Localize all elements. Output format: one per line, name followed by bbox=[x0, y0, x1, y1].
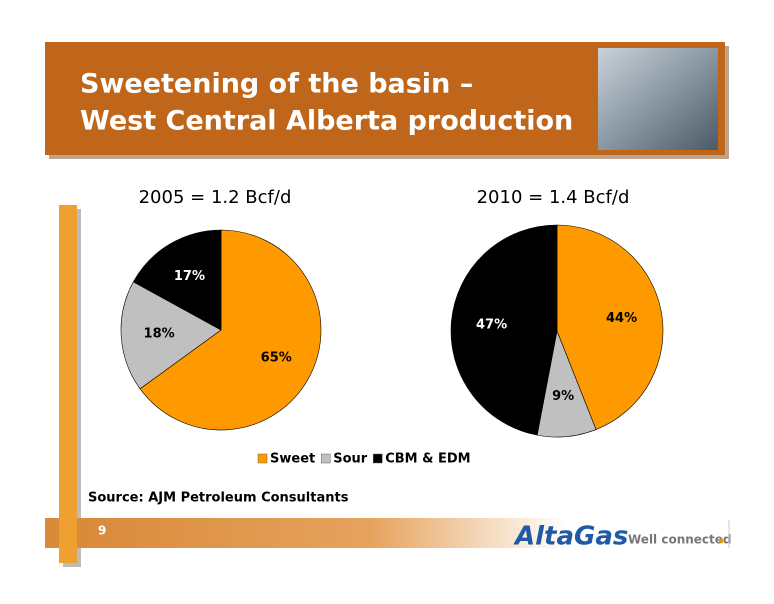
pie-slice bbox=[139, 229, 322, 431]
pie-slice bbox=[450, 224, 558, 436]
footer-bar bbox=[77, 518, 567, 548]
legend-label: CBM & EDM bbox=[385, 452, 470, 467]
title-line: Sweetening of the basin – bbox=[80, 69, 473, 100]
legend-swatch bbox=[320, 453, 331, 464]
chart-title: 2005 = 1.2 Bcf/d bbox=[139, 187, 292, 208]
chart-title: 2010 = 1.4 Bcf/d bbox=[477, 187, 630, 208]
data-label: 65% bbox=[261, 351, 292, 366]
data-label: 47% bbox=[476, 317, 507, 332]
legend-label: Sweet bbox=[270, 452, 315, 467]
pie-slice bbox=[556, 224, 664, 430]
data-label: 44% bbox=[606, 311, 637, 326]
logo-dot bbox=[719, 539, 723, 543]
pie-slice bbox=[120, 281, 222, 390]
legend-swatch bbox=[257, 453, 268, 464]
title-line: West Central Alberta production bbox=[80, 106, 573, 137]
legend-swatch bbox=[372, 453, 383, 464]
legend-label: Sour bbox=[333, 452, 368, 467]
page-number: 9 bbox=[98, 524, 106, 538]
photo bbox=[598, 48, 718, 150]
pie-slice bbox=[132, 229, 222, 331]
source: Source: AJM Petroleum Consultants bbox=[88, 491, 349, 506]
side-bar bbox=[59, 205, 77, 563]
data-label: 18% bbox=[144, 326, 175, 341]
footer-bar bbox=[45, 518, 59, 548]
data-label: 17% bbox=[174, 269, 205, 284]
logo-tagline: Well connected bbox=[628, 533, 732, 547]
data-label: 9% bbox=[552, 389, 574, 404]
logo-name: AltaGas bbox=[513, 522, 628, 552]
